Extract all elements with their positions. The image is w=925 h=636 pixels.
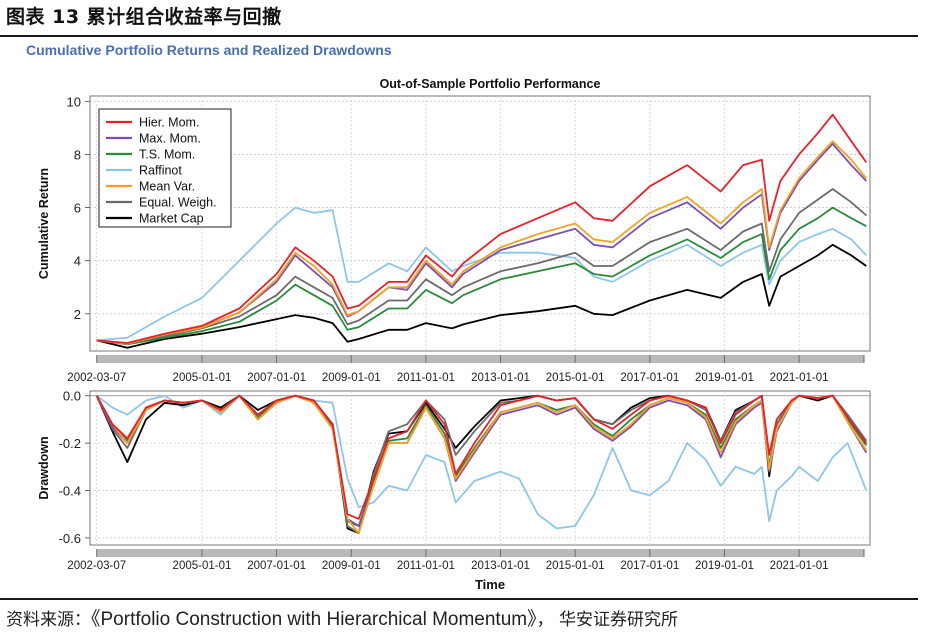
figure-title: 图表 13 累计组合收益率与回撤 <box>6 6 282 28</box>
returns-y-tick-label: 4 <box>74 254 81 269</box>
returns-x-tick-label: 2019-01-01 <box>695 372 754 384</box>
returns-x-tick-label: 2015-01-01 <box>546 372 605 384</box>
chart-canvas: Out-of-Sample Portfolio Performance 2 4 6 8 1… <box>37 77 871 592</box>
returns-x-tick-label: 2002-03-07 <box>67 372 126 384</box>
returns-y-tick-label: 8 <box>74 147 81 162</box>
drawdown-x-tick-label: 2005-01-01 <box>173 560 232 572</box>
drawdown-x-tick-label: 2015-01-01 <box>546 560 605 572</box>
drawdown-x-tick-label: 2007-01-01 <box>247 560 306 572</box>
returns-y-axis-label: Cumulative Return <box>37 168 51 279</box>
returns-series-line <box>96 243 867 349</box>
chart-title: Out-of-Sample Portfolio Performance <box>380 77 601 91</box>
returns-x-tick-label: 2013-01-01 <box>471 372 530 384</box>
returns-x-tick-label: 2005-01-01 <box>173 372 232 384</box>
legend-label: Market Cap <box>139 212 204 226</box>
drawdown-x-tick-label: 2013-01-01 <box>471 560 530 572</box>
drawdown-x-tick-label: 2021-01-01 <box>770 560 829 572</box>
source-org: ， 华安证券研究所 <box>536 610 679 630</box>
returns-series-line <box>96 113 868 344</box>
drawdown-date-strip <box>96 549 864 557</box>
source-title: 《Portfolio Construction with Hierarchica… <box>91 609 537 630</box>
legend-label: Max. Mom. <box>139 132 201 146</box>
drawdown-x-tick-label: 2009-01-01 <box>322 560 381 572</box>
returns-x-tick-label: 2017-01-01 <box>620 372 679 384</box>
returns-series-line <box>96 206 867 342</box>
legend-label: Mean Var. <box>139 180 195 194</box>
drawdown-x-tick-label: 2002-03-07 <box>67 560 126 572</box>
drawdown-y-tick-label: -0.2 <box>59 436 81 451</box>
figure-subtitle: Cumulative Portfolio Returns and Realize… <box>26 42 392 58</box>
source-label: 资料来源： <box>6 610 91 630</box>
drawdown-y-tick-label: -0.6 <box>59 531 81 546</box>
legend-label: T.S. Mom. <box>139 148 195 162</box>
drawdown-y-axis-label: Drawdown <box>37 436 51 499</box>
returns-series-line <box>96 188 867 345</box>
returns-series-line <box>96 140 867 345</box>
returns-y-tick-label: 2 <box>74 307 81 322</box>
legend: Hier. Mom. Max. Mom. T.S. Mom. Raffinot Mean… <box>98 108 232 228</box>
legend-box <box>98 108 232 228</box>
bottom-rule <box>0 598 918 600</box>
source-note: 资料来源：《Portfolio Construction with Hierar… <box>6 604 678 631</box>
legend-label: Equal. Weigh. <box>139 196 217 210</box>
returns-y-tick-label: 10 <box>67 94 81 109</box>
drawdown-x-tick-label: 2019-01-01 <box>695 560 754 572</box>
drawdown-series-line <box>95 394 868 520</box>
returns-x-tick-label: 2009-01-01 <box>322 372 381 384</box>
returns-series-line <box>96 206 867 346</box>
drawdown-x-tick-label: 2017-01-01 <box>620 560 679 572</box>
returns-x-tick-label: 2011-01-01 <box>397 372 455 384</box>
returns-x-tick-label: 2021-01-01 <box>770 372 829 384</box>
title-rule <box>0 35 918 37</box>
legend-label: Hier. Mom. <box>139 116 199 130</box>
x-axis-label: Time <box>475 577 505 592</box>
drawdown-y-tick-label: -0.4 <box>59 484 81 499</box>
returns-date-strip <box>96 355 864 363</box>
drawdown-y-tick-label: 0.0 <box>63 389 81 404</box>
returns-x-tick-label: 2007-01-01 <box>247 372 306 384</box>
drawdown-x-tick-label: 2011-01-01 <box>397 560 455 572</box>
returns-y-tick-label: 6 <box>74 201 81 216</box>
drawdown-frame <box>89 390 871 546</box>
legend-label: Raffinot <box>139 164 182 178</box>
